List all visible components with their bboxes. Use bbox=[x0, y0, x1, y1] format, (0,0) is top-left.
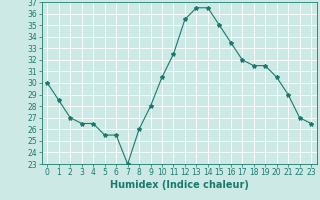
X-axis label: Humidex (Indice chaleur): Humidex (Indice chaleur) bbox=[110, 180, 249, 190]
